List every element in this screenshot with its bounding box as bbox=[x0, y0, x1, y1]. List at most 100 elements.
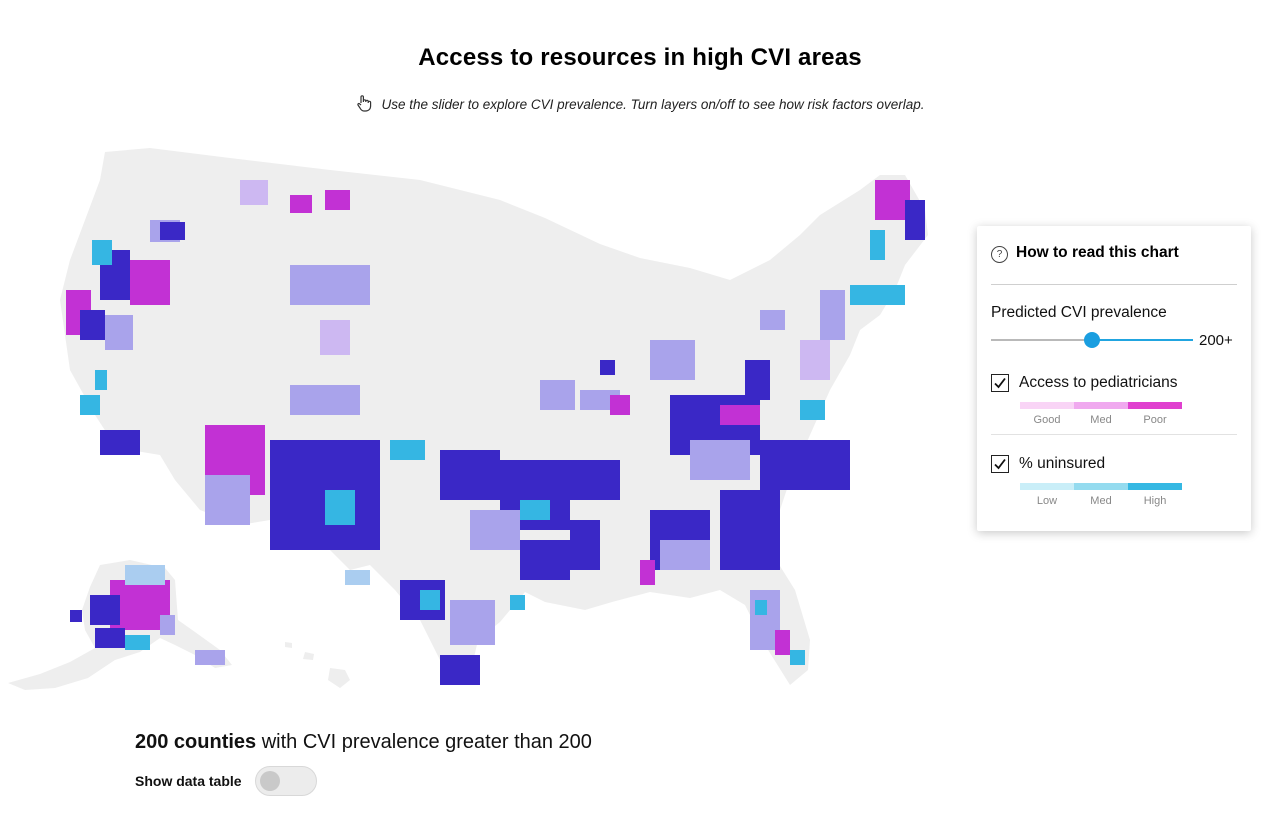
county-cell bbox=[390, 440, 425, 460]
instruction-row: Use the slider to explore CVI prevalence… bbox=[0, 94, 1280, 115]
pediatricians-checkbox[interactable] bbox=[991, 374, 1009, 392]
county-cell bbox=[95, 370, 107, 390]
county-cell bbox=[92, 240, 112, 265]
county-cell bbox=[100, 430, 140, 455]
scale-label: Med bbox=[1090, 495, 1112, 507]
county-cell bbox=[420, 590, 440, 610]
help-icon[interactable]: ? bbox=[991, 246, 1008, 263]
county-cell bbox=[905, 200, 925, 240]
cvi-prevalence-slider[interactable] bbox=[991, 332, 1193, 348]
legend-divider bbox=[991, 434, 1237, 435]
scale-label: Good bbox=[1033, 414, 1061, 426]
county-cell bbox=[470, 510, 520, 550]
county-cell bbox=[325, 490, 355, 525]
county-cell bbox=[790, 650, 805, 665]
county-cell bbox=[70, 610, 82, 622]
county-cell bbox=[540, 460, 620, 500]
layer-pediatricians: Access to pediatricians Good Med Poor bbox=[991, 374, 1237, 426]
scale-label: Poor bbox=[1143, 414, 1167, 426]
county-cell bbox=[450, 600, 495, 645]
scale-label: High bbox=[1143, 495, 1167, 507]
legend-header: ? How to read this chart bbox=[991, 244, 1237, 285]
county-cell bbox=[820, 290, 845, 340]
us-county-choropleth-map[interactable] bbox=[0, 140, 940, 700]
county-cell bbox=[870, 230, 885, 260]
county-cell bbox=[745, 360, 770, 400]
county-count: 200 counties bbox=[135, 731, 257, 753]
data-table-toggle[interactable] bbox=[255, 766, 317, 796]
county-cell bbox=[600, 360, 615, 375]
county-cell bbox=[125, 565, 165, 585]
hand-pointer-icon bbox=[356, 94, 372, 115]
layer-name: Access to pediatricians bbox=[1019, 374, 1178, 391]
instruction-text: Use the slider to explore CVI prevalence… bbox=[381, 97, 925, 112]
layer-name: % uninsured bbox=[1019, 455, 1106, 472]
county-cell bbox=[760, 310, 785, 330]
legend-panel: ? How to read this chart Predicted CVI p… bbox=[977, 226, 1251, 531]
county-cell bbox=[440, 450, 500, 500]
county-cell bbox=[160, 615, 175, 635]
county-cell bbox=[290, 385, 360, 415]
county-cell bbox=[540, 380, 575, 410]
county-cell bbox=[570, 520, 600, 570]
county-cell bbox=[510, 595, 525, 610]
scale-swatch-med bbox=[1074, 402, 1128, 409]
legend-heading: How to read this chart bbox=[1016, 244, 1179, 261]
county-cell bbox=[800, 400, 825, 420]
conus-outline bbox=[60, 148, 928, 685]
slider-track-inactive bbox=[991, 339, 1092, 341]
layer-uninsured: % uninsured Low Med High bbox=[991, 455, 1237, 507]
scale-swatch-high bbox=[1128, 483, 1182, 490]
hawaii-islands bbox=[285, 642, 350, 688]
county-cell bbox=[90, 595, 120, 625]
county-cell bbox=[640, 560, 655, 585]
county-cell bbox=[345, 570, 370, 585]
county-cell bbox=[195, 650, 225, 665]
county-cell bbox=[755, 600, 767, 615]
scale-swatch-med bbox=[1074, 483, 1128, 490]
county-cell bbox=[520, 540, 570, 580]
slider-value-label: 200+ bbox=[1199, 332, 1233, 349]
county-cell bbox=[520, 500, 550, 520]
cvi-slider-label: Predicted CVI prevalence bbox=[991, 304, 1167, 321]
county-cell bbox=[325, 190, 350, 210]
county-cell bbox=[125, 635, 150, 650]
summary-rest: with CVI prevalence greater than 200 bbox=[261, 731, 592, 753]
county-cell bbox=[80, 310, 105, 340]
county-cell bbox=[95, 628, 125, 648]
county-cell bbox=[290, 195, 312, 213]
scale-label: Low bbox=[1036, 495, 1058, 507]
checkmark-icon bbox=[994, 458, 1006, 470]
county-cell bbox=[720, 490, 780, 570]
summary-line: 200 counties with CVI prevalence greater… bbox=[135, 731, 592, 754]
page-title: Access to resources in high CVI areas bbox=[418, 44, 862, 71]
scale-swatch-low bbox=[1020, 483, 1074, 490]
county-cell bbox=[800, 340, 830, 380]
uninsured-scale-labels: Low Med High bbox=[1020, 495, 1182, 507]
uninsured-color-scale bbox=[1020, 483, 1182, 490]
county-cell bbox=[690, 440, 750, 480]
county-cell bbox=[875, 180, 910, 220]
county-cell bbox=[760, 440, 850, 490]
scale-swatch-good bbox=[1020, 402, 1074, 409]
county-cell bbox=[610, 395, 630, 415]
county-cell bbox=[160, 222, 185, 240]
slider-thumb[interactable] bbox=[1084, 332, 1100, 348]
toggle-knob bbox=[260, 771, 280, 791]
pediatricians-color-scale bbox=[1020, 402, 1182, 409]
county-cell bbox=[205, 475, 250, 525]
county-cell bbox=[80, 395, 100, 415]
county-cell bbox=[130, 260, 170, 305]
county-cell bbox=[775, 630, 790, 655]
checkmark-icon bbox=[994, 377, 1006, 389]
county-cell bbox=[720, 405, 760, 425]
county-cell bbox=[290, 265, 370, 305]
scale-label: Med bbox=[1090, 414, 1112, 426]
county-cell bbox=[240, 180, 268, 205]
uninsured-checkbox[interactable] bbox=[991, 455, 1009, 473]
county-markers bbox=[66, 180, 925, 685]
pediatricians-scale-labels: Good Med Poor bbox=[1020, 414, 1182, 426]
county-cell bbox=[650, 340, 695, 380]
data-table-toggle-label: Show data table bbox=[135, 773, 242, 789]
county-cell bbox=[850, 285, 905, 305]
